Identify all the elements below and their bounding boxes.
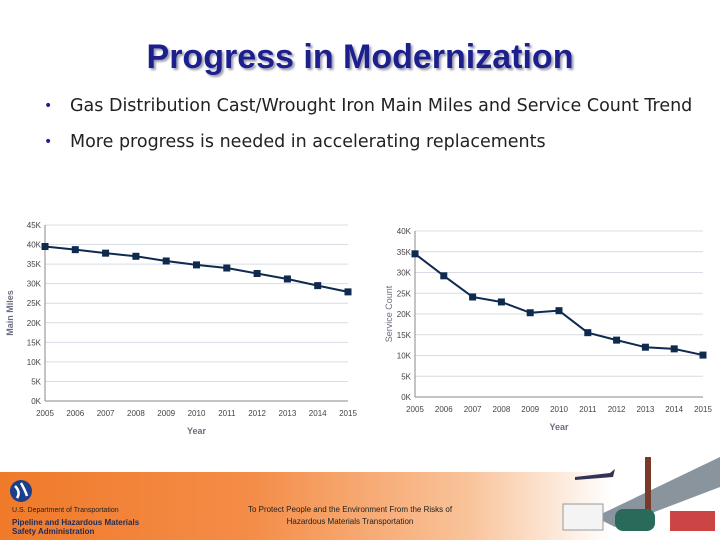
x-tick-label: 2005: [406, 405, 424, 414]
x-tick-label: 2012: [608, 405, 626, 414]
y-tick-label: 30K: [27, 280, 42, 289]
bullet-list: • Gas Distribution Cast/Wrought Iron Main…: [44, 94, 694, 166]
x-tick-label: 2007: [97, 409, 115, 418]
data-point: [526, 309, 534, 317]
x-tick-label: 2011: [218, 409, 236, 418]
series-line: [44, 245, 349, 293]
data-point: [440, 272, 448, 280]
bullet-icon: •: [44, 98, 53, 114]
service-count-chart: 0K 5K 10K 15K 20K 25K 30K 35K 40K 2005 2006 2007 200…: [384, 227, 712, 432]
data-point: [555, 307, 563, 315]
bullet-item: • More progress is needed in accelerating…: [44, 130, 694, 154]
y-tick-label: 5K: [401, 372, 411, 381]
bullet-text: More progress is needed in accelerating …: [70, 132, 546, 152]
y-tick-label: 25K: [27, 299, 42, 308]
x-axis-title: Year: [549, 422, 569, 432]
data-point: [41, 243, 49, 251]
y-tick-label: 15K: [397, 331, 412, 340]
y-tick-label: 35K: [27, 260, 42, 269]
y-tick-label: 20K: [27, 319, 42, 328]
x-tick-label: 2010: [550, 405, 568, 414]
y-tick-label: 0K: [401, 393, 411, 402]
y-tick-label: 25K: [397, 289, 412, 298]
mission-statement: To Protect People and the Environment Fr…: [200, 504, 500, 528]
data-point: [670, 345, 678, 353]
data-point: [469, 293, 477, 301]
x-tick-label: 2009: [521, 405, 539, 414]
main-miles-chart: 0K 5K 10K 15K 20K 25K 30K 35K 40K 45K 2005 2006 2007…: [5, 221, 357, 436]
x-tick-label: 2007: [464, 405, 482, 414]
x-tick-label: 2009: [157, 409, 175, 418]
y-tick-label: 30K: [397, 269, 412, 278]
x-tick-label: 2005: [36, 409, 54, 418]
data-point: [162, 257, 170, 265]
bullet-item: • Gas Distribution Cast/Wrought Iron Main…: [44, 94, 694, 118]
x-tick-label: 2006: [66, 409, 84, 418]
x-tick-label: 2008: [127, 409, 145, 418]
data-point: [699, 351, 707, 359]
data-point: [411, 250, 419, 258]
series-line: [414, 253, 704, 357]
y-tick-label: 0K: [31, 397, 41, 406]
data-point: [193, 261, 200, 269]
y-tick-label: 20K: [397, 310, 412, 319]
x-tick-label: 2011: [579, 405, 597, 414]
footer-banner: U.S. Department of Transportation Pipeli…: [0, 457, 720, 540]
data-point: [102, 249, 110, 257]
y-tick-label: 40K: [27, 241, 42, 250]
data-point: [314, 282, 322, 290]
x-tick-label: 2013: [637, 405, 655, 414]
data-point: [132, 252, 140, 260]
y-tick-label: 10K: [397, 352, 412, 361]
x-tick-label: 2014: [665, 405, 683, 414]
x-tick-label: 2006: [435, 405, 453, 414]
data-point: [613, 336, 621, 344]
x-axis-title: Year: [187, 426, 207, 436]
data-point: [71, 246, 79, 254]
x-tick-label: 2008: [493, 405, 511, 414]
data-point: [283, 275, 291, 283]
dot-logo-icon: [10, 480, 32, 502]
slide-title: Progress in Modernization: [146, 38, 574, 76]
x-tick-label: 2010: [188, 409, 206, 418]
data-point: [584, 329, 592, 337]
dept-name: U.S. Department of Transportation: [12, 507, 119, 514]
x-tick-label: 2013: [279, 409, 297, 418]
mission-line1: To Protect People and the Environment Fr…: [247, 505, 453, 514]
transport-collage-icon: [562, 457, 720, 531]
x-tick-label: 2012: [248, 409, 266, 418]
y-tick-label: 45K: [27, 221, 42, 230]
y-tick-label: 40K: [397, 227, 412, 236]
x-tick-label: 2015: [694, 405, 712, 414]
data-point: [497, 298, 505, 306]
bullet-text: Gas Distribution Cast/Wrought Iron Main …: [70, 96, 693, 116]
mission-line2: Hazardous Materials Transportation: [286, 517, 414, 526]
x-tick-label: 2014: [309, 409, 327, 418]
agency-name-line1: Pipeline and Hazardous Materials: [12, 518, 140, 527]
y-axis-title: Main Miles: [5, 290, 15, 336]
data-point: [641, 343, 649, 351]
agency-name-line2: Safety Administration: [12, 527, 95, 536]
data-point: [253, 269, 261, 277]
y-tick-label: 15K: [27, 338, 42, 347]
data-point: [223, 264, 231, 272]
bullet-icon: •: [44, 134, 53, 150]
y-tick-label: 35K: [397, 248, 412, 257]
data-point: [344, 288, 352, 296]
x-tick-label: 2015: [339, 409, 357, 418]
y-tick-label: 5K: [31, 377, 41, 386]
y-axis-title: Service Count: [384, 285, 394, 342]
y-tick-label: 10K: [27, 358, 42, 367]
